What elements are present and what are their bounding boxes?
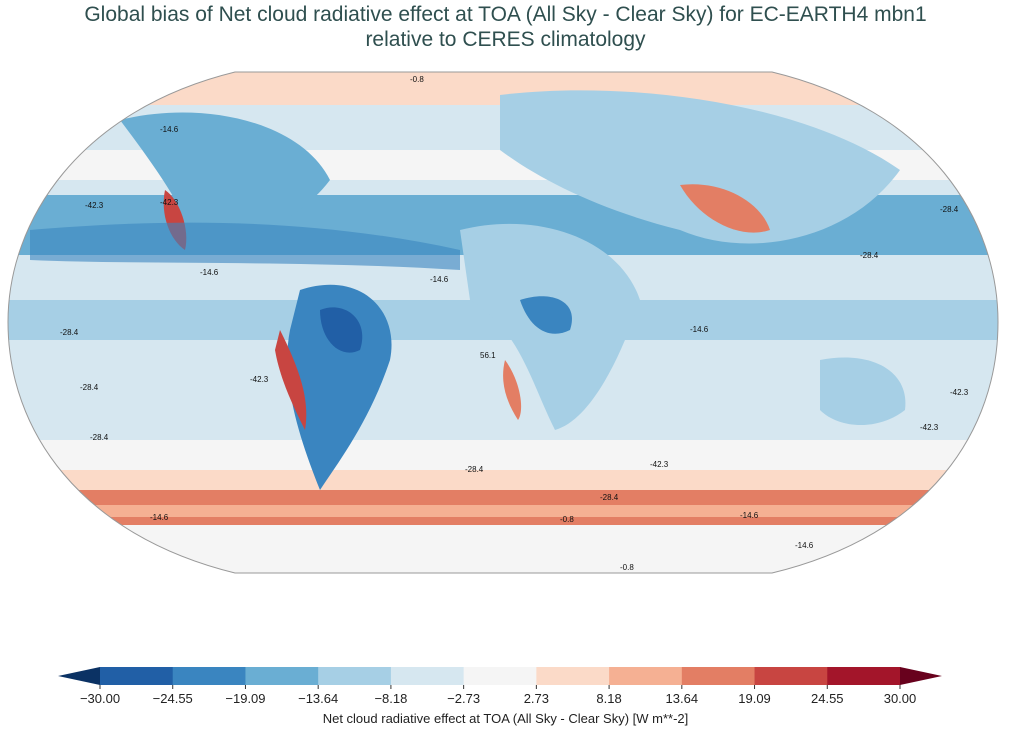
colorbar-tick-label: −2.73 — [447, 691, 481, 706]
colorbar-tick-label: −24.55 — [152, 691, 193, 706]
contour-label: -42.3 — [160, 198, 179, 207]
contour-label: -14.6 — [200, 268, 219, 277]
south-america — [287, 284, 392, 490]
colorbar-segment — [463, 667, 537, 685]
contour-label: -0.8 — [410, 75, 424, 84]
contour-label: -0.8 — [620, 563, 634, 572]
map-field — [8, 72, 998, 573]
contour-label: -28.4 — [80, 383, 99, 392]
colorbar-segment — [100, 667, 174, 685]
contour-label: -14.6 — [690, 325, 709, 334]
colorbar-segment — [390, 667, 465, 685]
colorbar-extend-high — [900, 667, 942, 685]
contour-label: -42.3 — [85, 201, 104, 210]
colorbar-tick-label: −19.09 — [225, 691, 266, 706]
colorbar-segment — [172, 667, 246, 685]
contour-label: -14.6 — [150, 513, 169, 522]
colorbar-tick-label: 8.18 — [596, 691, 622, 706]
title-line-1: Global bias of Net cloud radiative effec… — [84, 3, 927, 26]
colorbar-tick-label: −30.00 — [79, 691, 121, 706]
colorbar-tick-label: 13.64 — [665, 691, 699, 706]
contour-label: -28.4 — [600, 493, 619, 502]
north-america — [120, 112, 330, 250]
colorbar-tick-label: −13.64 — [298, 691, 339, 706]
contour-label: -28.4 — [60, 328, 79, 337]
colorbar-segment — [536, 667, 610, 685]
contour-label: -42.3 — [650, 460, 669, 469]
colorbar-segment — [681, 667, 756, 685]
colorbar-segment — [245, 667, 319, 685]
australia — [820, 357, 906, 425]
contour-label: -14.6 — [430, 275, 449, 284]
contour-label: -28.4 — [940, 205, 959, 214]
map-border — [7, 71, 999, 574]
contour-label: -42.3 — [250, 375, 269, 384]
title-line-2: relative to CERES climatology — [365, 28, 646, 51]
contour-label: -28.4 — [860, 251, 879, 260]
colorbar-segment — [827, 667, 901, 685]
colorbar-segment — [609, 667, 683, 685]
colorbar-tick-label: 19.09 — [738, 691, 771, 706]
contour-label: -28.4 — [465, 465, 484, 474]
contour-label: -28.4 — [90, 433, 109, 442]
contour-label: -14.6 — [160, 125, 179, 134]
contour-label: -0.8 — [560, 515, 574, 524]
eurasia — [500, 90, 900, 244]
colorbar-segment — [318, 667, 392, 685]
colorbar-tick-label: 30.00 — [883, 691, 917, 706]
contour-label: -42.3 — [950, 388, 969, 397]
contour-label: -42.3 — [920, 423, 939, 432]
colorbar-label: Net cloud radiative effect at TOA (All S… — [322, 711, 689, 726]
chart-title: Global bias of Net cloud radiative effec… — [0, 2, 1011, 52]
contour-label: 56.1 — [480, 351, 496, 360]
colorbar-tick-label: −8.18 — [374, 691, 408, 706]
contour-label: -14.6 — [795, 541, 814, 550]
contour-label: -14.6 — [740, 511, 759, 520]
colorbar-segment — [754, 667, 828, 685]
colorbar-extend-low — [58, 667, 100, 685]
colorbar-tick-label: 2.73 — [523, 691, 550, 706]
colorbar-tick-label: 24.55 — [810, 691, 844, 706]
